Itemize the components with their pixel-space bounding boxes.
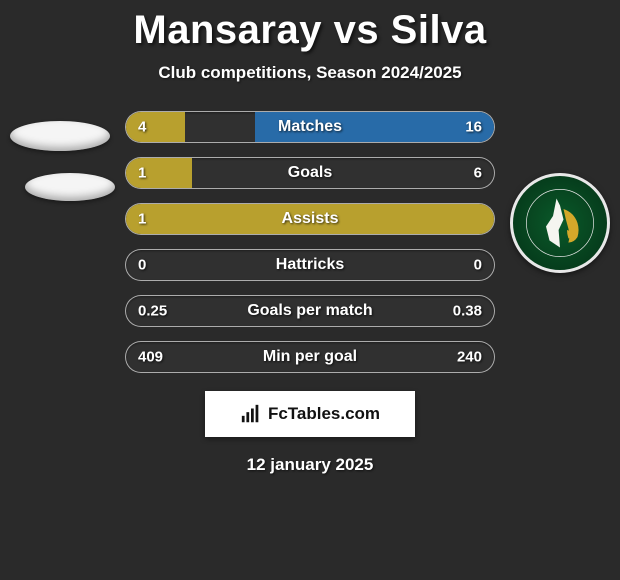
stat-label: Goals <box>288 164 332 182</box>
stat-label: Goals per match <box>247 302 372 320</box>
stat-value-left: 1 <box>138 211 146 228</box>
stats-bars: 416Matches16Goals1Assists00Hattricks0.25… <box>125 111 495 373</box>
stat-row: 409 240 Min per goal <box>125 341 495 373</box>
footer-brand-text: FcTables.com <box>268 404 380 424</box>
stat-value-left: 4 <box>138 119 146 136</box>
player1-avatar-placeholder <box>10 121 110 151</box>
footer-brand-badge: FcTables.com <box>205 391 415 437</box>
chart-area: 416Matches16Goals1Assists00Hattricks0.25… <box>0 111 620 373</box>
stat-value-right: 240 <box>457 349 482 366</box>
infographic-title: Mansaray vs Silva <box>0 0 620 53</box>
stat-value-right: 0 <box>474 257 482 274</box>
player1-club-placeholder <box>25 173 115 201</box>
stat-label: Assists <box>282 210 339 228</box>
stat-row: 0.25 0.38 Goals per match <box>125 295 495 327</box>
stat-value-left: 0.25 <box>138 303 167 320</box>
stat-value-left: 0 <box>138 257 146 274</box>
stat-bar-left-fill <box>126 158 192 188</box>
stat-row: 4 16 Matches <box>125 111 495 143</box>
crest-icon <box>525 188 595 258</box>
stat-label: Hattricks <box>276 256 344 274</box>
player2-club-crest <box>510 173 610 273</box>
infographic-date: 12 january 2025 <box>0 455 620 475</box>
stat-bar-left-fill <box>126 112 185 142</box>
stat-row: 1 Assists <box>125 203 495 235</box>
stat-value-right: 6 <box>474 165 482 182</box>
stat-value-left: 409 <box>138 349 163 366</box>
stat-value-right: 16 <box>465 119 482 136</box>
infographic-subtitle: Club competitions, Season 2024/2025 <box>0 63 620 83</box>
stat-row: 0 0 Hattricks <box>125 249 495 281</box>
stat-row: 1 6 Goals <box>125 157 495 189</box>
stat-label: Min per goal <box>263 348 357 366</box>
stat-value-right: 0.38 <box>453 303 482 320</box>
stat-label: Matches <box>278 118 342 136</box>
stat-value-left: 1 <box>138 165 146 182</box>
chart-bars-icon <box>240 403 262 425</box>
